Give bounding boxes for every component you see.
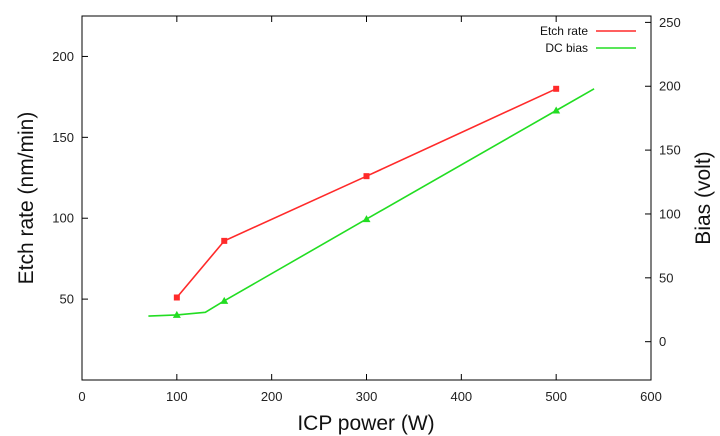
x-axis-title: ICP power (W) bbox=[297, 412, 434, 435]
dc-bias-point bbox=[220, 296, 229, 304]
plot-frame bbox=[81, 15, 652, 381]
right-y-tick-label: 100 bbox=[659, 206, 681, 221]
etch-rate-line bbox=[176, 88, 557, 299]
right-y-tick-label: 250 bbox=[659, 15, 681, 30]
etch-rate-point bbox=[553, 85, 560, 92]
right-y-axis: 0 50 100 150 200 250 bbox=[645, 15, 681, 349]
x-tick-label: 600 bbox=[640, 389, 662, 404]
left-y-tick-label: 50 bbox=[60, 292, 74, 307]
series-layer bbox=[148, 85, 595, 318]
etch-rate-point bbox=[363, 173, 370, 180]
x-tick-label: 400 bbox=[450, 389, 472, 404]
right-y-tick-label: 150 bbox=[659, 143, 681, 158]
left-y-tick-label: 150 bbox=[52, 130, 74, 145]
x-tick-label: 100 bbox=[166, 389, 188, 404]
dc-bias-line bbox=[148, 88, 595, 317]
etch-rate-point bbox=[173, 294, 180, 301]
x-tick-label: 0 bbox=[78, 389, 85, 404]
legend-label-dc-bias: DC bias bbox=[545, 41, 588, 55]
dc-bias-point bbox=[552, 106, 561, 114]
dc-bias-point bbox=[362, 215, 371, 223]
right-y-tick-label: 50 bbox=[659, 270, 673, 285]
x-tick-label: 300 bbox=[356, 389, 378, 404]
right-y-tick-label: 0 bbox=[659, 334, 666, 349]
left-y-axis-title: Etch rate (nm/min) bbox=[15, 112, 38, 285]
dc-bias-point bbox=[172, 310, 181, 318]
left-y-tick-label: 100 bbox=[52, 211, 74, 226]
legend-label-etch-rate: Etch rate bbox=[540, 24, 588, 38]
left-y-axis: 50 100 150 200 bbox=[52, 49, 88, 307]
x-tick-label: 500 bbox=[545, 389, 567, 404]
etch-rate-point bbox=[221, 237, 228, 244]
legend: Etch rate DC bias bbox=[540, 24, 636, 55]
right-y-tick-label: 200 bbox=[659, 79, 681, 94]
x-axis: 0 100 200 300 400 500 600 bbox=[78, 16, 662, 404]
x-tick-label: 200 bbox=[261, 389, 283, 404]
left-y-tick-label: 200 bbox=[52, 49, 74, 64]
right-y-axis-title: Bias (volt) bbox=[692, 151, 715, 244]
